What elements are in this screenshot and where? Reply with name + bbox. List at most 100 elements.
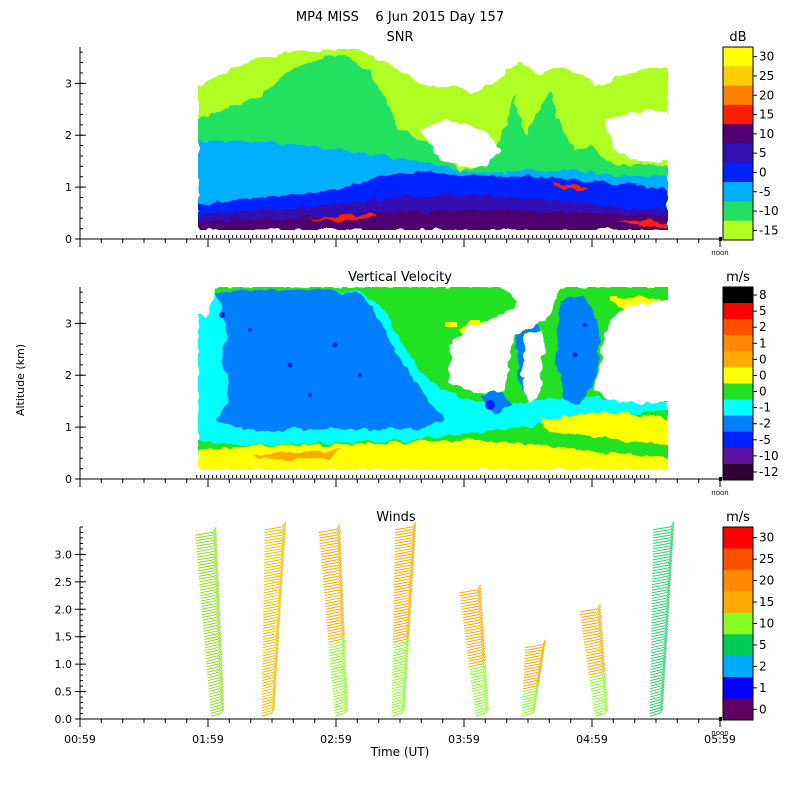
wind-barb-flag [277, 601, 282, 607]
wind-barb [210, 712, 222, 717]
wind-barb-flag [404, 650, 409, 656]
wind-barb [652, 539, 671, 544]
wind-barb-flag [666, 598, 670, 604]
wind-barb-flag [403, 672, 408, 678]
wind-barb-flag [598, 625, 603, 632]
wind-barb [651, 586, 668, 591]
wind-barb-flag [213, 546, 218, 552]
wind-barb-flag [600, 658, 605, 665]
wind-barb-flag [344, 707, 349, 714]
wind-barb-flag [668, 562, 673, 569]
wind-barb-flag [274, 653, 279, 659]
wind-barb-flag [273, 669, 278, 676]
wind-barb [262, 671, 275, 676]
wind-barb [588, 668, 602, 673]
wind-barb-flag [337, 546, 342, 552]
wind-barb-flag [272, 680, 277, 687]
wind-barb [392, 657, 406, 662]
wind-barb [650, 660, 664, 665]
wind-barb [650, 638, 665, 643]
wind-barb [322, 572, 339, 577]
wind-barb-flag [272, 677, 277, 684]
wind-barb-flag [480, 639, 485, 645]
wind-barb [332, 690, 345, 695]
wind-barb [263, 600, 279, 605]
wind-barb [461, 605, 479, 610]
wind-barb-flag [478, 598, 483, 604]
wind-barb [393, 592, 410, 597]
wind-barb-flag [661, 666, 666, 673]
wind-barb [203, 624, 218, 629]
wind-barb-flag [596, 603, 601, 610]
x-tick-label: 03:59 [448, 733, 480, 746]
wind-barb-flag [401, 707, 406, 714]
wind-barb [582, 630, 600, 635]
y-tick-label: 2.5 [55, 576, 73, 589]
wind-barb-flag [215, 592, 220, 599]
wind-barb-flag [477, 592, 482, 599]
wind-barb-flag [659, 702, 664, 709]
wind-barb [334, 712, 345, 717]
wind-barb [264, 526, 284, 531]
wind-barb [587, 660, 602, 665]
wind-barb [261, 710, 272, 714]
wind-barb-flag [669, 548, 673, 555]
wind-barb-flag [409, 565, 414, 571]
wind-barb-flag [216, 620, 221, 626]
wind-barb-flag [532, 699, 537, 706]
wind-barb-flag [602, 686, 607, 692]
wind-barb-flag [597, 609, 602, 615]
wind-barb [327, 630, 342, 635]
wind-barb [197, 564, 215, 569]
wind-barb-flag [665, 606, 670, 613]
wind-barb-flag [282, 529, 286, 536]
wind-barb-flag [406, 614, 411, 621]
wind-barb-flag [670, 529, 675, 536]
y-tick-label: 0.5 [55, 686, 73, 699]
wind-barb-flag [280, 557, 285, 563]
wind-barbs [195, 521, 675, 717]
wind-barb-flag [480, 628, 484, 634]
wind-barb [593, 701, 605, 706]
wind-barb [649, 699, 661, 704]
wind-barb [394, 528, 413, 533]
wind-barb [650, 644, 665, 649]
wind-barb [392, 649, 406, 654]
wind-barb-flag [276, 622, 281, 629]
wind-barb-flag [213, 548, 218, 555]
wind-barb [394, 550, 412, 555]
wind-barb [521, 712, 533, 717]
colorbar-label: 1 [759, 681, 767, 695]
wind-barb [391, 707, 403, 712]
y-tick-label: 1 [65, 421, 72, 434]
wind-barb-flag [218, 647, 222, 654]
wind-barb [391, 712, 402, 717]
wind-barb-flag [281, 535, 286, 541]
wind-barb [207, 671, 220, 676]
wind-barb-flag [401, 699, 406, 706]
wind-barb [320, 550, 338, 555]
wind-barb-flag [667, 581, 671, 588]
wind-barb-flag [407, 603, 412, 610]
wind-barb-flag [669, 540, 674, 547]
colorbar-swatch [723, 220, 753, 241]
wind-barb-flag [534, 688, 539, 695]
wind-barb-flag [220, 697, 225, 703]
wind-barb [653, 526, 672, 531]
wind-barb [459, 589, 478, 594]
wind-barb-flag [278, 584, 283, 591]
wind-barb [264, 537, 283, 542]
wind-barb [330, 660, 343, 665]
wind-barb [394, 567, 411, 572]
wind-barb-flag [404, 661, 408, 667]
wind-barb [198, 570, 215, 575]
wind-barb-flag [668, 559, 673, 566]
colorbar-swatch [723, 399, 753, 417]
wind-barb [263, 616, 278, 621]
wind-barb-flag [409, 568, 414, 574]
wind-barb [262, 657, 275, 662]
wind-barb [324, 592, 340, 597]
wind-barb-flag [342, 655, 347, 662]
wind-barb [522, 704, 534, 709]
